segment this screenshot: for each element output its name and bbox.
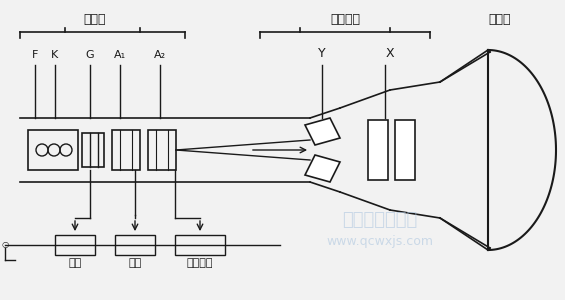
Text: 汽车维修技术网: 汽车维修技术网 xyxy=(342,211,418,229)
Text: A₁: A₁ xyxy=(114,50,126,60)
Text: 电子枪: 电子枪 xyxy=(84,13,106,26)
Bar xyxy=(148,130,176,170)
Bar xyxy=(28,130,78,170)
Text: K: K xyxy=(51,50,59,60)
Bar xyxy=(55,235,95,255)
Text: G: G xyxy=(86,50,94,60)
Text: F: F xyxy=(32,50,38,60)
Text: 聚焦: 聚焦 xyxy=(128,258,142,268)
Text: X: X xyxy=(386,47,394,60)
Polygon shape xyxy=(305,118,340,145)
Text: 辅助聚焦: 辅助聚焦 xyxy=(187,258,213,268)
Text: -: - xyxy=(11,255,15,265)
Text: 亮度: 亮度 xyxy=(68,258,81,268)
Bar xyxy=(368,120,388,180)
Polygon shape xyxy=(305,155,340,182)
Text: ○: ○ xyxy=(1,241,8,250)
Bar xyxy=(175,235,225,255)
Text: www.qcwxjs.com: www.qcwxjs.com xyxy=(327,236,433,248)
Bar xyxy=(395,120,415,180)
Text: 药光屏: 药光屏 xyxy=(489,13,511,26)
Text: 偏转系统: 偏转系统 xyxy=(330,13,360,26)
Bar xyxy=(115,235,155,255)
Bar xyxy=(112,130,140,170)
Text: Y: Y xyxy=(318,47,326,60)
Text: A₂: A₂ xyxy=(154,50,166,60)
Bar xyxy=(82,133,104,167)
